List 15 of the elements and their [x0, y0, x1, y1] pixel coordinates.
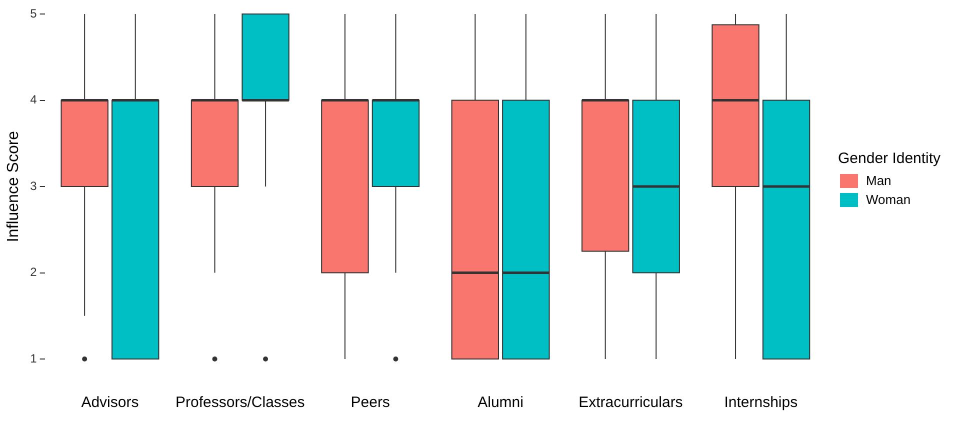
x-tick-label: Professors/Classes [176, 394, 305, 412]
y-tick-label: 2 [30, 265, 38, 280]
y-axis-title: Influence Score [5, 130, 22, 242]
x-tick-label: Alumni [478, 394, 524, 412]
x-tick-label: Advisors [81, 394, 139, 412]
y-tick-label: 1 [30, 351, 38, 366]
x-tick-label: Peers [350, 394, 390, 412]
x-tick-label: Internships [724, 394, 798, 412]
y-tick-label: 3 [30, 178, 38, 193]
legend-title: Gender Identity [838, 150, 942, 167]
y-tick-label: 4 [30, 92, 38, 107]
y-tick-label: 5 [30, 6, 38, 20]
legend-label: Man [866, 173, 892, 188]
legend-label: Woman [866, 192, 911, 207]
x-tick-label: Extracurriculars [578, 394, 683, 412]
